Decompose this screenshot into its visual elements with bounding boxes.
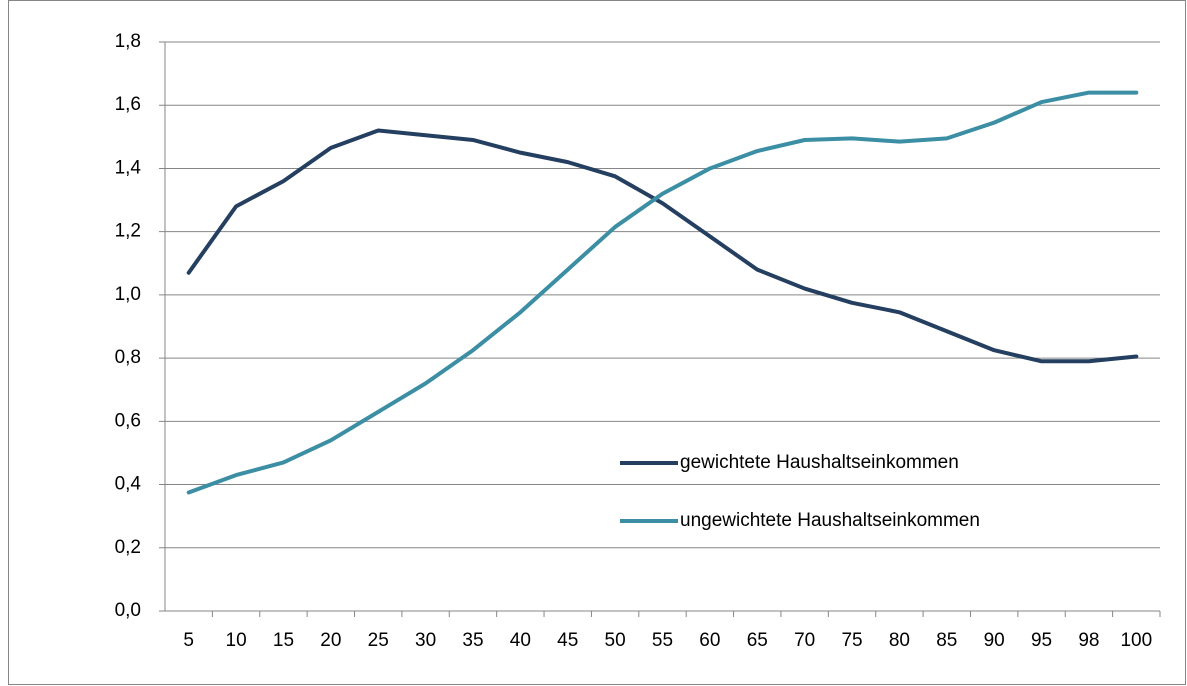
x-tick-label: 90 <box>984 630 1005 651</box>
x-tick-label: 70 <box>794 630 815 651</box>
x-tick-label: 30 <box>415 630 436 651</box>
y-tick-label: 0,2 <box>115 537 141 558</box>
x-tick-label: 45 <box>557 630 578 651</box>
x-tick-label: 25 <box>368 630 389 651</box>
y-tick-label: 1,4 <box>115 157 142 178</box>
x-tick-label: 50 <box>605 630 626 651</box>
x-tick-label: 75 <box>841 630 862 651</box>
y-tick-label: 1,6 <box>115 94 141 115</box>
y-tick-label: 0,4 <box>115 474 142 495</box>
y-tick-label: 1,8 <box>115 31 141 52</box>
y-tick-label: 1,2 <box>115 221 141 242</box>
y-tick-label: 0,0 <box>115 600 141 621</box>
x-tick-label: 85 <box>936 630 957 651</box>
x-tick-label: 5 <box>183 630 194 651</box>
legend-label: gewichtete Haushaltseinkommen <box>680 452 959 473</box>
x-tick-label: 10 <box>226 630 247 651</box>
y-tick-label: 0,8 <box>115 347 141 368</box>
x-tick-label: 20 <box>320 630 341 651</box>
series-line <box>186 90 1139 495</box>
x-tick-label: 40 <box>510 630 531 651</box>
x-tick-label: 35 <box>462 630 483 651</box>
y-tick-label: 1,0 <box>115 284 141 305</box>
series-line <box>186 128 1139 364</box>
x-tick-label: 55 <box>652 630 673 651</box>
legend-label: ungewichtete Haushaltseinkommen <box>680 510 980 531</box>
x-tick-label: 95 <box>1031 630 1052 651</box>
x-tick-label: 98 <box>1078 630 1099 651</box>
y-tick-label: 0,6 <box>115 410 141 431</box>
chart-frame <box>8 0 1186 685</box>
x-tick-label: 15 <box>273 630 294 651</box>
x-tick-label: 60 <box>699 630 720 651</box>
x-tick-label: 65 <box>747 630 768 651</box>
x-tick-label: 100 <box>1120 630 1152 651</box>
x-tick-label: 80 <box>889 630 910 651</box>
